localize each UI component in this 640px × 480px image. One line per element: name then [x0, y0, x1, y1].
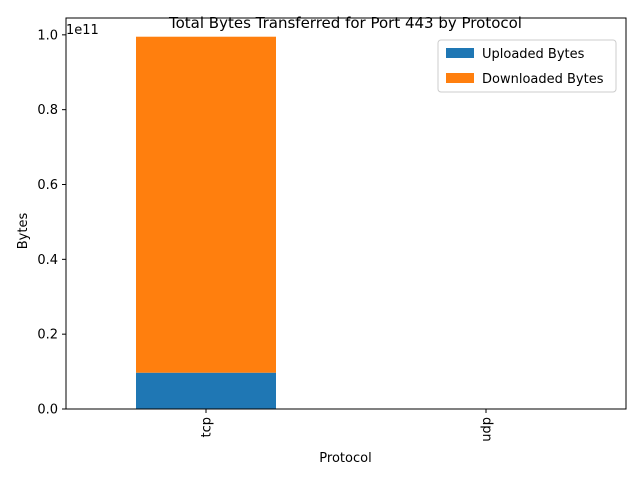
chart-title: Total Bytes Transferred for Port 443 by …: [168, 14, 522, 32]
legend-frame: [437, 39, 617, 93]
legend-swatch-uploaded: [446, 48, 474, 58]
y-axis-ticks: 0.0 0.2 0.4 0.6 0.8 1.0: [37, 28, 66, 418]
bars-group: [136, 36, 276, 409]
bar-tcp-series-1: [136, 36, 276, 373]
x-tick-label: udp: [480, 417, 495, 442]
plot-frame: [65, 17, 627, 410]
legend: Uploaded Bytes Downloaded Bytes: [437, 39, 617, 93]
y-axis-label: Bytes: [16, 213, 31, 250]
legend-label-downloaded: Downloaded Bytes: [482, 72, 604, 87]
legend-label-uploaded: Uploaded Bytes: [482, 47, 585, 62]
x-tick-label: tcp: [200, 417, 215, 438]
legend-swatch-downloaded: [446, 73, 474, 83]
bar-tcp-series-0: [136, 372, 276, 409]
y-offset-label: 1e11: [66, 23, 99, 38]
y-tick-label: 0.0: [37, 403, 58, 418]
y-tick-label: 0.2: [37, 328, 58, 343]
x-axis-label: Protocol: [319, 451, 371, 466]
x-axis-ticks: tcp udp: [200, 409, 495, 442]
y-tick-label: 0.4: [37, 253, 58, 268]
y-tick-label: 0.8: [37, 103, 58, 118]
y-tick-label: 1.0: [37, 28, 58, 43]
y-tick-label: 0.6: [37, 178, 58, 193]
